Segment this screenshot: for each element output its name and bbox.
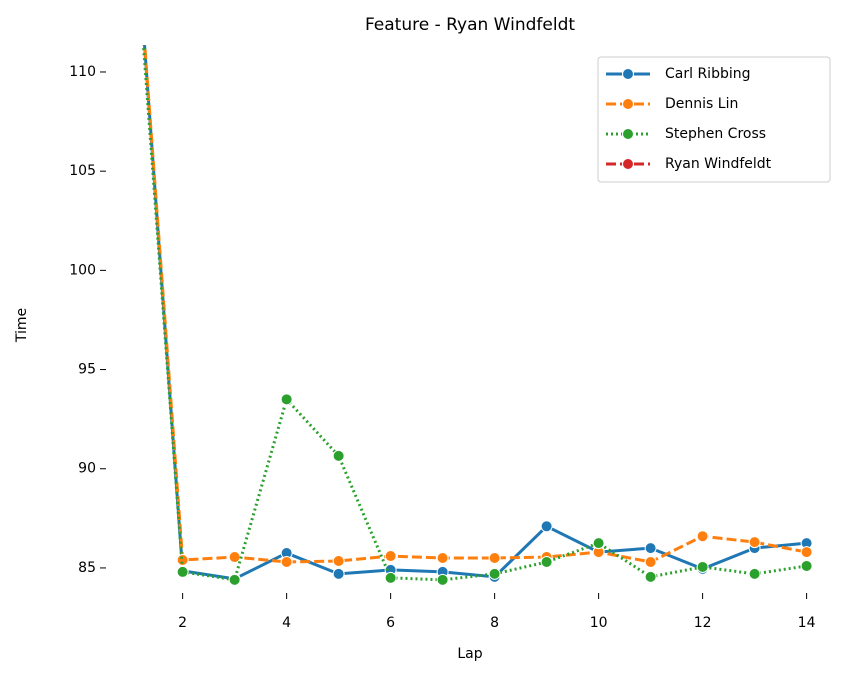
data-point <box>384 571 397 584</box>
data-point <box>540 520 553 533</box>
data-point <box>332 554 345 567</box>
legend-marker <box>622 98 634 110</box>
chart-title: Feature - Ryan Windfeldt <box>365 15 575 35</box>
data-point <box>644 570 657 583</box>
y-tick-label: 100 <box>69 262 96 278</box>
legend-label: Stephen Cross <box>665 126 766 142</box>
data-point <box>748 536 761 549</box>
data-point <box>592 537 605 550</box>
data-point <box>748 567 761 580</box>
data-point <box>488 552 501 565</box>
x-tick-label: 12 <box>694 615 712 631</box>
data-point <box>696 530 709 543</box>
x-tick-label: 8 <box>490 615 499 631</box>
legend-label: Ryan Windfeldt <box>665 156 772 172</box>
legend-label: Carl Ribbing <box>665 66 751 82</box>
y-tick-label: 90 <box>78 461 96 477</box>
data-point <box>332 449 345 462</box>
data-point <box>280 555 293 568</box>
data-point <box>228 551 241 564</box>
y-axis-label: Time <box>14 308 30 343</box>
series-line <box>143 45 807 581</box>
data-point <box>280 393 293 406</box>
data-point <box>176 554 189 567</box>
legend-marker <box>622 128 634 140</box>
legend-box <box>597 56 831 183</box>
x-tick-label: 4 <box>282 615 291 631</box>
data-point <box>540 555 553 568</box>
y-tick-label: 85 <box>78 560 96 576</box>
x-tick-label: 2 <box>178 615 187 631</box>
legend-marker <box>622 68 634 80</box>
data-point <box>488 567 501 580</box>
x-axis-label: Lap <box>457 646 482 662</box>
data-point <box>332 567 345 580</box>
plot-area <box>141 45 813 585</box>
data-point <box>800 546 813 559</box>
y-tick-label: 105 <box>69 163 96 179</box>
data-point <box>228 573 241 585</box>
data-point <box>644 542 657 555</box>
data-point <box>436 573 449 585</box>
data-point <box>176 565 189 578</box>
x-tick-label: 6 <box>386 615 395 631</box>
x-tick-label: 10 <box>590 615 608 631</box>
y-tick-label: 95 <box>78 362 96 378</box>
y-tick-label: 110 <box>69 64 96 80</box>
legend-marker <box>622 158 634 170</box>
legend-label: Dennis Lin <box>665 96 738 112</box>
data-point <box>384 550 397 563</box>
data-point <box>436 552 449 565</box>
series-line <box>143 45 807 564</box>
data-point <box>800 559 813 572</box>
data-point <box>644 555 657 568</box>
x-tick-label: 14 <box>798 615 816 631</box>
data-point <box>696 560 709 573</box>
